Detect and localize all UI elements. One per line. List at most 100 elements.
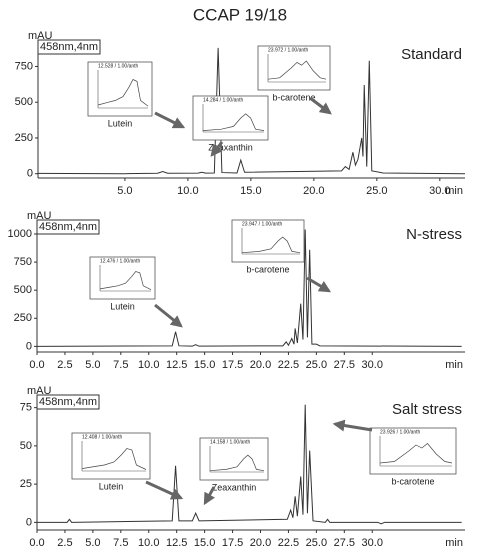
x-axis-label: min: [445, 185, 463, 197]
x-tick-label: 0.0: [29, 537, 44, 549]
inset-spectrum: [379, 443, 453, 464]
x-tick-label: 15.0: [194, 537, 215, 549]
x-tick-label: 5.0: [85, 359, 100, 371]
inset-box: [89, 256, 156, 300]
x-tick-label: 30.0: [429, 185, 450, 197]
inset-spectrum: [241, 236, 301, 254]
inset-arrow: [306, 276, 332, 293]
x-tick-label: 27.5: [334, 537, 355, 549]
inset-box: [369, 427, 457, 475]
y-tick-label: 750: [14, 256, 32, 268]
inset-arrow: [154, 111, 186, 129]
y-tick-label: 75: [20, 402, 32, 414]
x-tick-label: 7.5: [113, 359, 128, 371]
x-tick-label: 17.5: [222, 537, 243, 549]
inset-header: 14.158 / 1.00/anth: [210, 439, 251, 445]
x-tick-label: 25.0: [306, 537, 327, 549]
x-tick-label: 20.0: [303, 185, 324, 197]
x-tick-label: 0.0: [29, 359, 44, 371]
x-tick-label: 17.5: [222, 359, 243, 371]
inset-box: [87, 61, 153, 117]
inset-arrow: [210, 141, 224, 157]
inset-header: 23.972 / 1.00/anth: [268, 47, 309, 53]
y-tick-label: 500: [14, 284, 32, 296]
x-tick-label: 15.0: [240, 185, 261, 197]
x-tick-label: 12.5: [166, 359, 187, 371]
detector-label: 458nm,4nm: [40, 41, 98, 53]
inset-label: Zeaxanthin: [208, 142, 253, 152]
x-tick-label: 5.0: [85, 537, 100, 549]
x-tick-label: 10.0: [177, 185, 198, 197]
y-tick-label: 0: [26, 340, 32, 352]
x-tick-label: 30.0: [362, 537, 383, 549]
inset-spectrum: [267, 60, 327, 80]
inset-label: Lutein: [108, 118, 133, 128]
inset-spectrum: [81, 448, 147, 470]
inset-header: 14.284 / 1.00/anth: [203, 97, 244, 103]
x-tick-label: 22.5: [278, 359, 299, 371]
y-axis-label: mAU: [27, 385, 52, 397]
inset-header: 23.926 / 1.00/anth: [380, 429, 421, 435]
inset-label: Zeaxanthin: [212, 482, 257, 492]
y-tick-label: 250: [15, 132, 33, 144]
inset-arrow: [203, 486, 216, 506]
inset-header: 12.408 / 1.00/anth: [82, 434, 123, 440]
inset-label: b-carotene: [246, 264, 289, 274]
inset-header: 23.947 / 1.00/anth: [242, 221, 283, 227]
x-tick-label: 30.0: [362, 359, 383, 371]
x-tick-label: 10.0: [138, 359, 159, 371]
x-tick-label: 7.5: [113, 537, 128, 549]
inset-box: [231, 219, 305, 263]
inset-spectrum: [97, 79, 149, 107]
inset-arrow: [332, 419, 373, 432]
chart-title: CCAP 19/18: [193, 5, 287, 24]
x-tick-label: 22.5: [278, 537, 299, 549]
inset-header: 12.476 / 1.00/anth: [100, 258, 141, 264]
inset-spectrum: [99, 271, 152, 291]
legend-label: N-stress: [406, 226, 462, 243]
inset-arrow: [309, 96, 332, 115]
y-axis-label: mAU: [28, 30, 53, 42]
inset-label: Lutein: [99, 481, 124, 491]
detector-label: 458nm,4nm: [39, 221, 97, 233]
inset-label: b-carotene: [391, 476, 434, 486]
inset-box: [199, 437, 269, 481]
y-tick-label: 250: [14, 312, 32, 324]
x-tick-label: 27.5: [334, 359, 355, 371]
inset-spectrum: [202, 113, 265, 131]
x-tick-label: 15.0: [194, 359, 215, 371]
y-tick-label: 50: [20, 440, 32, 452]
legend-label: Standard: [401, 46, 462, 63]
x-axis-label: min: [445, 359, 463, 371]
y-tick-label: 0: [26, 516, 32, 528]
x-tick-label: 2.5: [57, 537, 72, 549]
x-axis-label: min: [445, 537, 463, 549]
y-tick-label: 1000: [8, 228, 32, 240]
x-tick-label: 2.5: [57, 359, 72, 371]
y-tick-label: 25: [20, 478, 32, 490]
inset-arrow: [154, 303, 183, 328]
inset-box: [257, 45, 331, 91]
y-tick-label: 750: [15, 60, 33, 72]
inset-spectrum: [209, 454, 265, 472]
chromatogram-line: [37, 47, 466, 175]
inset-label: Lutein: [110, 301, 135, 311]
y-tick-label: 0: [27, 168, 33, 180]
x-tick-label: 20.0: [250, 359, 271, 371]
y-axis-label: mAU: [27, 210, 52, 222]
inset-label: b-carotene: [272, 92, 315, 102]
y-tick-label: 500: [15, 96, 33, 108]
x-tick-label: 20.0: [250, 537, 271, 549]
legend-label: Salt stress: [392, 401, 462, 418]
x-tick-label: 5.0: [117, 185, 132, 197]
inset-box: [71, 432, 151, 480]
inset-arrow: [145, 480, 184, 500]
detector-label: 458nm,4nm: [39, 396, 97, 408]
x-tick-label: 10.0: [138, 537, 159, 549]
inset-header: 12.528 / 1.00/anth: [98, 63, 139, 69]
inset-box: [192, 95, 269, 141]
x-tick-label: 12.5: [166, 537, 187, 549]
x-tick-label: 25.0: [366, 185, 387, 197]
x-tick-label: 25.0: [306, 359, 327, 371]
